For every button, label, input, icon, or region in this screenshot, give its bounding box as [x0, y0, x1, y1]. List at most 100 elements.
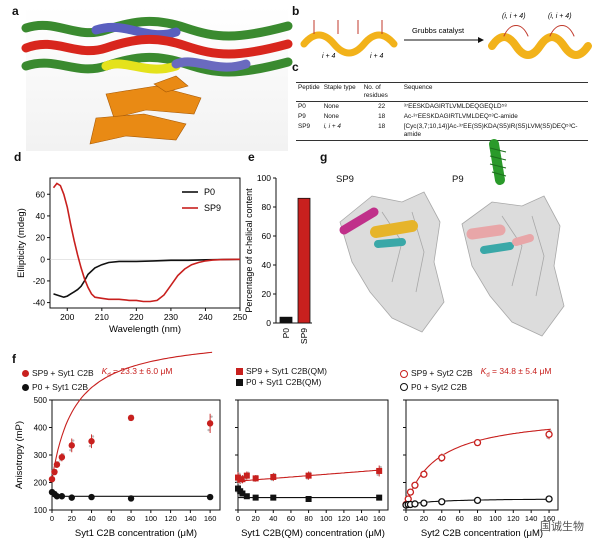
data-point	[88, 493, 95, 501]
table-cell: i, i + 4	[321, 122, 362, 141]
legend-entry: P0 + Syt1 C2B(QM)	[236, 377, 327, 388]
data-point	[58, 454, 66, 461]
x-tick-label: 40	[438, 514, 446, 523]
y-axis-label: Percentage of α-helical content	[244, 188, 254, 313]
panel-letter-b: b	[292, 4, 300, 18]
watermark: 国诚生物	[540, 521, 584, 533]
p9-free-helix	[489, 139, 507, 185]
legend-entry: SP9 + Syt2 C2B Kd = 34.8 ± 5.4 μM	[400, 366, 551, 382]
data-point	[206, 493, 214, 501]
data-point	[243, 493, 250, 500]
table-cell: P0	[298, 103, 306, 110]
sp9-teal-helix	[374, 238, 406, 248]
structure-label-sp9: SP9	[336, 174, 354, 185]
data-point	[239, 476, 246, 483]
replicate-point	[207, 428, 210, 432]
x-tick-label: P0	[281, 328, 291, 339]
data-point	[58, 493, 66, 500]
replicate-point	[238, 472, 241, 475]
x-tick-label: 40	[87, 514, 95, 523]
x-tick-label: 80	[473, 514, 481, 523]
plot-frame	[237, 399, 389, 511]
data-point	[239, 490, 246, 497]
replicate-point	[376, 473, 379, 476]
bar	[279, 316, 293, 324]
panel-letter-d: d	[14, 150, 22, 164]
plot-frame	[49, 177, 241, 309]
y-tick-label: 100	[34, 506, 48, 515]
black-dot-icon	[22, 383, 29, 391]
data-point	[473, 496, 482, 505]
y-tick-label: 0	[266, 318, 271, 328]
y-tick-label: -40	[33, 298, 46, 308]
table-cell: None	[323, 113, 339, 120]
y-tick-label: -20	[33, 276, 46, 286]
y-tick-label: 60	[262, 231, 272, 241]
data-point	[473, 438, 482, 447]
legend-label: P0 + Syt1 C2B(QM)	[246, 377, 322, 387]
p9-teal-helix	[480, 242, 514, 254]
panel-letter-a: a	[12, 4, 19, 18]
binding-chart-syt1-qm: 0 20 40 60 80 100 120 140 160 Syt1 C2B(QM) concen…	[235, 399, 389, 539]
data-point	[545, 430, 553, 439]
x-axis-label: Syt1 C2B(QM) concentration (μM)	[241, 528, 385, 539]
data-point	[127, 414, 135, 422]
p9-pink-helix	[466, 224, 506, 240]
series-line	[52, 182, 241, 303]
panel-letter-g: g	[320, 150, 328, 164]
y-tick-label: 400	[34, 424, 48, 433]
x-tick-label: 80	[127, 514, 135, 523]
table-header: Staple type	[321, 82, 362, 102]
red-dot-icon	[22, 370, 29, 378]
data-point	[406, 488, 415, 496]
catalyst-label: Grubbs catalyst	[412, 26, 465, 35]
y-tick-label: 500	[34, 396, 48, 405]
legend-f3: SP9 + Syt2 C2B Kd = 34.8 ± 5.4 μM P0 + S…	[400, 366, 551, 393]
x-tick-label: 160	[204, 514, 217, 523]
table-cell: SP9	[296, 122, 322, 141]
data-point	[420, 499, 428, 507]
table-header: No. of residues	[361, 82, 402, 102]
sp9-yellow-helix	[370, 220, 418, 238]
data-point	[68, 494, 75, 501]
table-cell: 22	[378, 103, 386, 110]
table-cell: P9	[298, 113, 306, 120]
x-tick-label: 160	[373, 514, 386, 523]
legend-entry: SP9 + Syt1 C2B(QM)	[236, 366, 327, 377]
data-point	[51, 468, 58, 476]
x-tick-label: 20	[420, 514, 428, 523]
table-cell: [Cyc(3,7;10,14)]Ac-³⁷EE(S5)KDA(S5)IR(S5)…	[401, 122, 588, 141]
replicate-point	[72, 439, 75, 442]
kd-annotation: Kd = 34.8 ± 5.4 μM	[480, 366, 552, 379]
black-ring-icon	[400, 383, 408, 392]
data-point	[270, 474, 277, 480]
legend-label: P0 + Syt1 C2B	[32, 381, 88, 392]
data-point	[53, 461, 61, 468]
x-tick-label: 60	[107, 514, 115, 523]
series-line	[53, 258, 241, 299]
p9-complex	[461, 195, 565, 337]
x-tick-label: 0	[50, 514, 54, 523]
legend-label: P0 + Syt2 C2B	[411, 381, 467, 392]
table-cell: None	[323, 103, 339, 110]
x-tick-label: 140	[184, 514, 197, 523]
replicate-point	[91, 435, 95, 438]
spacing-label-right: i + 4	[370, 53, 384, 60]
spacing-label-left: i + 4	[322, 53, 336, 60]
table-cell: ³⁷EESKDAGIRTLVMLDEQGEQLD⁵⁸	[403, 103, 507, 110]
y-tick-label: 300	[34, 451, 48, 460]
red-square-icon	[236, 368, 243, 375]
data-point	[411, 481, 419, 489]
x-tick-label: 120	[164, 514, 177, 523]
x-tick-label: 230	[164, 312, 178, 322]
x-axis-label: Wavelength (nm)	[109, 324, 181, 335]
p9-pink-helix-2	[512, 234, 534, 246]
x-tick-label: 60	[455, 514, 463, 523]
panel-letter-e: e	[248, 150, 255, 164]
data-point	[420, 470, 428, 478]
data-point	[438, 498, 446, 506]
data-point	[545, 495, 553, 503]
table-row: P9 None 18 Ac-³⁷EESKDAGIRTLVMLDEQ⁵³C-ami…	[296, 112, 588, 122]
